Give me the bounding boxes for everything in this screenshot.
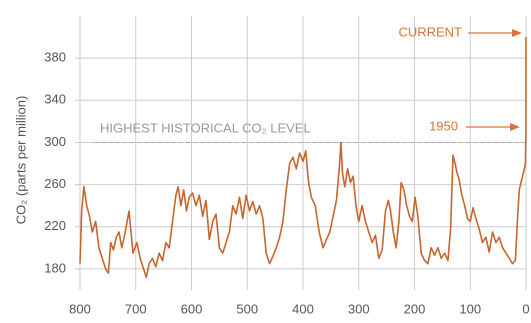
y-tick-label: 300 <box>44 134 66 149</box>
x-tick-label: 500 <box>236 301 258 316</box>
y-tick-label: 220 <box>44 218 66 233</box>
x-tick-label: 700 <box>125 301 147 316</box>
y-tick-label: 260 <box>44 176 66 191</box>
reference-label: HIGHEST HISTORICAL CO₂ LEVEL <box>100 120 311 135</box>
x-tick-label: 100 <box>459 301 481 316</box>
x-tick-label: 300 <box>348 301 370 316</box>
y-tick-label: 180 <box>44 260 66 275</box>
y-axis-label: CO₂ (parts per million) <box>13 96 28 225</box>
x-tick-label: 800 <box>69 301 91 316</box>
x-tick-label: 200 <box>404 301 426 316</box>
y-tick-label: 340 <box>44 92 66 107</box>
co2-line <box>79 37 527 279</box>
annotation: 1950 <box>429 118 458 133</box>
annotation: CURRENT <box>398 24 462 39</box>
arrow <box>466 29 522 131</box>
x-tick-label: 600 <box>181 301 203 316</box>
y-tick-label: 380 <box>44 50 66 65</box>
x-tick-label: 400 <box>292 301 314 316</box>
x-tick-label: 0 <box>522 301 529 316</box>
